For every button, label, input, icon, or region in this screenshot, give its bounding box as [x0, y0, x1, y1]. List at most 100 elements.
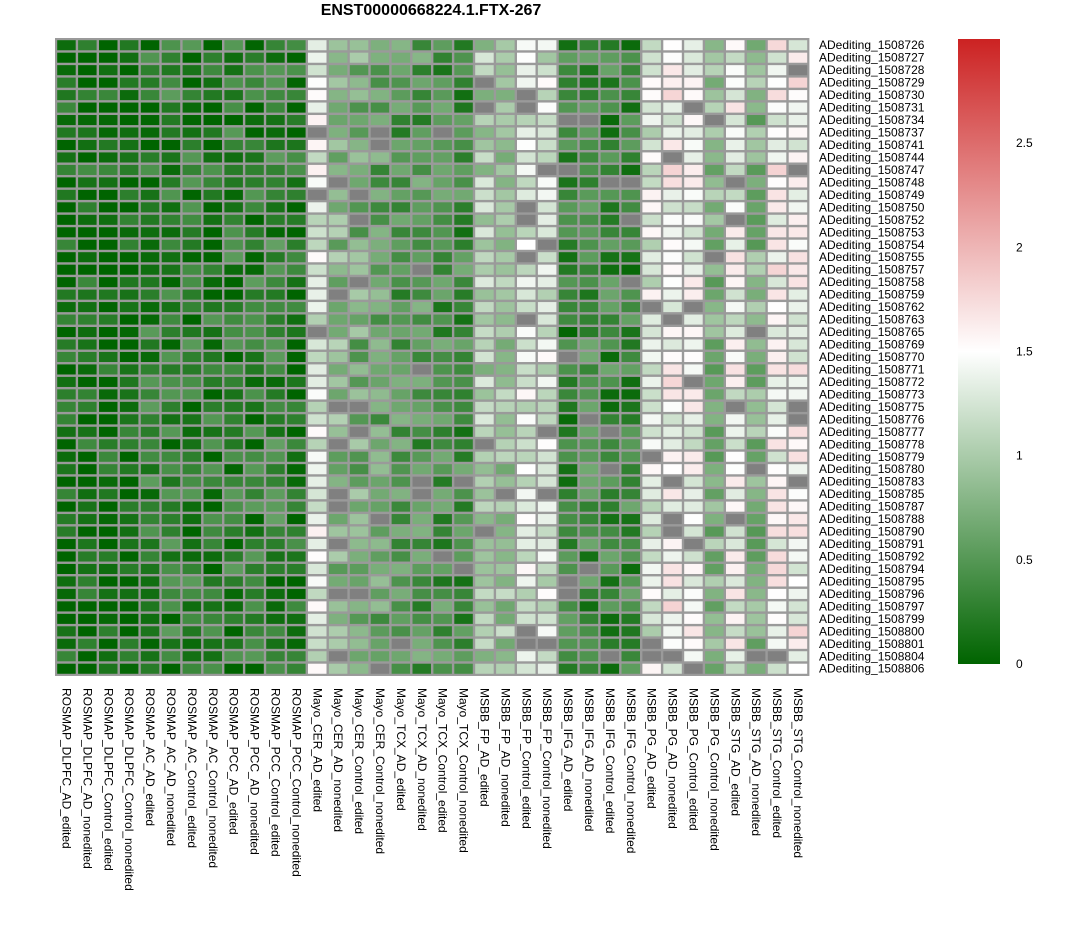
heatmap-cell: [287, 588, 306, 599]
heatmap-cell: [642, 40, 661, 51]
heatmap-cell: [57, 314, 76, 325]
heatmap-cell: [726, 514, 745, 525]
heatmap-cell: [203, 239, 222, 250]
heatmap-cell: [99, 239, 118, 250]
heatmap-cell: [788, 302, 808, 313]
column-label: Mayo_CER_Control_nonedited: [373, 688, 387, 854]
heatmap-cell: [308, 588, 327, 599]
heatmap-cell: [475, 526, 494, 537]
heatmap-cell: [328, 177, 348, 188]
heatmap-cell: [517, 302, 536, 313]
heatmap-cell: [412, 90, 431, 101]
heatmap-cell: [600, 252, 620, 263]
heatmap-cell: [78, 613, 97, 624]
row-label: ADediting_1508753: [819, 225, 925, 239]
heatmap-cell: [621, 651, 640, 662]
heatmap-cell: [454, 563, 473, 575]
heatmap-cell: [642, 239, 661, 250]
heatmap-cell: [161, 177, 181, 188]
heatmap-cell: [684, 189, 703, 200]
heatmap-cell: [663, 551, 682, 562]
heatmap-cell: [621, 588, 640, 599]
heatmap-cell: [182, 489, 202, 500]
heatmap-cell: [203, 426, 222, 437]
heatmap-cell: [266, 501, 285, 512]
heatmap-cell: [684, 613, 703, 624]
heatmap-cell: [433, 314, 452, 325]
heatmap-cell: [328, 514, 348, 525]
heatmap-cell: [433, 164, 452, 175]
heatmap-cell: [287, 489, 306, 500]
heatmap-cell: [537, 563, 557, 575]
heatmap-cell: [161, 389, 181, 400]
heatmap-cell: [600, 501, 620, 512]
heatmap-cell: [370, 464, 390, 475]
heatmap-cell: [767, 401, 787, 412]
heatmap-cell: [517, 351, 536, 363]
row-label: ADediting_1508783: [819, 475, 925, 489]
heatmap-cell: [182, 351, 202, 363]
heatmap-cell: [579, 414, 599, 425]
heatmap-cell: [140, 264, 160, 275]
heatmap-cell: [433, 539, 452, 550]
heatmap-cell: [391, 439, 411, 450]
heatmap-cell: [57, 351, 76, 363]
row-label: ADediting_1508801: [819, 637, 925, 651]
heatmap-cell: [412, 264, 431, 275]
heatmap-cell: [767, 339, 787, 350]
heatmap-cell: [788, 626, 808, 637]
heatmap-cell: [475, 164, 494, 175]
heatmap-cell: [454, 539, 473, 550]
heatmap-cell: [370, 277, 390, 288]
heatmap-cell: [496, 264, 515, 275]
heatmap-cell: [412, 102, 431, 113]
heatmap-cell: [99, 302, 118, 313]
heatmap-cell: [308, 90, 327, 101]
heatmap-cell: [663, 127, 682, 138]
heatmap-cell: [370, 127, 390, 138]
heatmap-cell: [642, 289, 661, 300]
heatmap-cell: [161, 339, 181, 350]
heatmap-cell: [57, 626, 76, 637]
heatmap-cell: [517, 115, 536, 126]
heatmap-cell: [99, 376, 118, 387]
row-label: ADediting_1508778: [819, 437, 925, 451]
heatmap-cell: [224, 414, 243, 425]
heatmap-cell: [266, 202, 285, 213]
heatmap-cell: [746, 302, 766, 313]
heatmap-cell: [788, 401, 808, 412]
heatmap-cell: [454, 551, 473, 562]
heatmap-cell: [287, 277, 306, 288]
heatmap-cell: [788, 613, 808, 624]
heatmap-cell: [161, 613, 181, 624]
column-label: Mayo_CER_AD_edited: [310, 688, 324, 812]
heatmap-cell: [161, 464, 181, 475]
heatmap-cell: [433, 414, 452, 425]
heatmap-cell: [161, 351, 181, 363]
heatmap-cell: [224, 401, 243, 412]
heatmap-cell: [119, 638, 139, 649]
heatmap-cell: [349, 77, 369, 88]
heatmap-cell: [537, 227, 557, 238]
heatmap-cell: [412, 339, 431, 350]
heatmap-cell: [767, 65, 787, 76]
heatmap-cell: [621, 439, 640, 450]
heatmap-cell: [600, 426, 620, 437]
heatmap-cell: [726, 601, 745, 612]
heatmap-cell: [726, 414, 745, 425]
heatmap-cell: [328, 526, 348, 537]
heatmap-cell: [600, 476, 620, 487]
heatmap-cell: [579, 164, 599, 175]
heatmap-cell: [600, 189, 620, 200]
heatmap-cell: [433, 514, 452, 525]
heatmap-cell: [663, 601, 682, 612]
heatmap-cell: [726, 127, 745, 138]
heatmap-cell: [266, 214, 285, 225]
heatmap-cell: [412, 376, 431, 387]
heatmap-cell: [767, 539, 787, 550]
heatmap-cell: [161, 501, 181, 512]
heatmap-cell: [391, 638, 411, 649]
heatmap-cell: [767, 152, 787, 163]
heatmap-cell: [537, 152, 557, 163]
heatmap-cell: [266, 52, 285, 63]
